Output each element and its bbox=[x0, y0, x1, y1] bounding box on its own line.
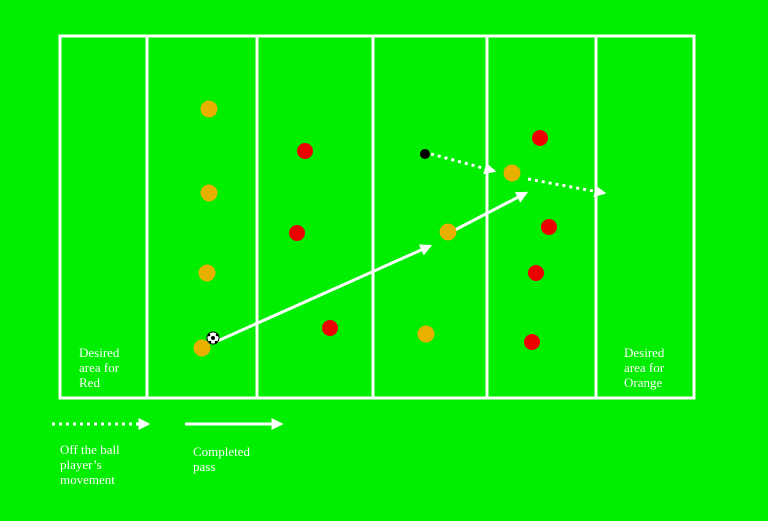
completed-pass-arrow bbox=[212, 244, 433, 345]
completed-pass-arrow bbox=[454, 191, 529, 232]
orange-player bbox=[503, 164, 521, 182]
orange-player bbox=[417, 325, 435, 343]
soccer-ball-icon bbox=[206, 331, 220, 345]
orange-player bbox=[198, 264, 216, 282]
desired-area-red-label: Desired area for Red bbox=[79, 345, 120, 390]
red-player bbox=[297, 143, 313, 159]
desired-area-orange-label: Desired area for Orange bbox=[624, 345, 665, 390]
red-player bbox=[322, 320, 338, 336]
red-player bbox=[289, 225, 305, 241]
orange-player bbox=[200, 100, 218, 118]
legend-off-ball-label: Off the ball player’s movement bbox=[60, 442, 120, 487]
orange-player bbox=[200, 184, 218, 202]
red-player bbox=[541, 219, 557, 235]
red-player bbox=[532, 130, 548, 146]
off-ball-movement-arrow bbox=[430, 152, 497, 175]
red-player bbox=[524, 334, 540, 350]
off-ball-movement-arrow bbox=[527, 177, 607, 198]
red-player-off-ball bbox=[420, 149, 430, 159]
legend-completed-pass-label: Completed pass bbox=[193, 444, 251, 474]
orange-player bbox=[193, 339, 211, 357]
red-player bbox=[528, 265, 544, 281]
pitch-outline bbox=[58, 34, 696, 400]
orange-player bbox=[439, 223, 457, 241]
